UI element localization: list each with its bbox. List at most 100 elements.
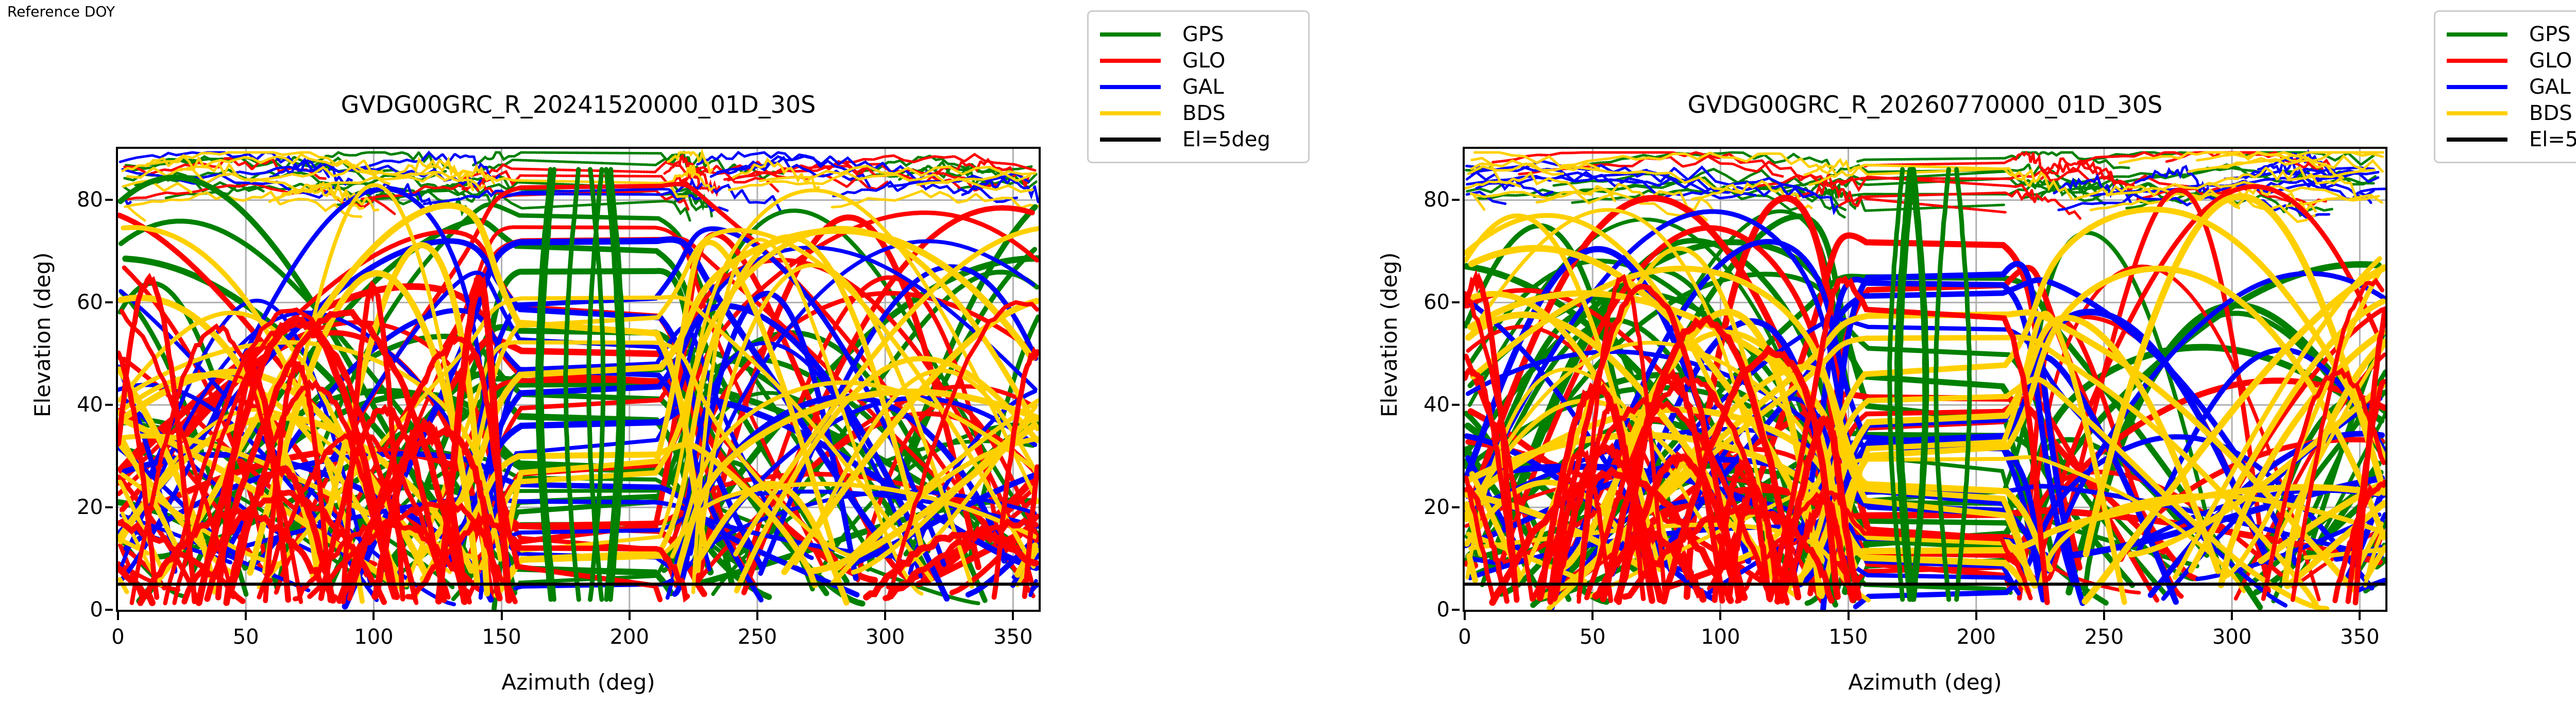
satellite-sample-marker xyxy=(962,435,967,439)
legend-item-gps[interactable]: GPS xyxy=(2447,21,2576,47)
satellite-sample-marker xyxy=(837,299,841,304)
satellite-sample-marker xyxy=(482,414,487,418)
satellite-sample-marker xyxy=(1493,507,1497,511)
satellite-sample-marker xyxy=(773,381,777,386)
satellite-sample-marker xyxy=(780,278,784,283)
legend-item-gps[interactable]: GPS xyxy=(1100,21,1295,47)
satellite-track xyxy=(1561,151,1838,177)
legend-item-el-5deg[interactable]: El=5deg xyxy=(2447,126,2576,152)
satellite-sample-marker xyxy=(1825,356,1829,361)
satellite-sample-marker xyxy=(714,366,718,371)
satellite-sample-marker xyxy=(1813,597,1817,601)
satellite-sample-marker xyxy=(1666,284,1671,288)
x-tick-mark xyxy=(2103,612,2105,620)
satellite-sample-marker xyxy=(991,295,995,299)
satellite-track xyxy=(670,380,1039,559)
satellite-sample-marker xyxy=(1800,306,1804,310)
satellite-sample-marker xyxy=(1644,330,1649,335)
satellite-sample-marker xyxy=(340,336,344,341)
satellite-sample-marker xyxy=(691,590,696,594)
satellite-sample-marker xyxy=(2118,273,2123,278)
satellite-sample-marker xyxy=(2061,344,2066,348)
satellite-sample-marker xyxy=(1532,391,1536,396)
legend-swatch-icon xyxy=(1100,84,1161,89)
satellite-sample-marker xyxy=(752,361,756,365)
satellite-sample-marker xyxy=(821,228,825,233)
satellite-sample-marker xyxy=(451,362,455,366)
satellite-sample-marker xyxy=(1768,564,1772,569)
satellite-sample-marker xyxy=(281,450,286,454)
satellite-sample-marker xyxy=(1575,399,1579,404)
satellite-sample-marker xyxy=(940,572,944,576)
satellite-sample-marker xyxy=(680,416,684,420)
satellite-sample-marker xyxy=(897,578,902,582)
satellite-sample-marker xyxy=(748,467,752,471)
satellite-sample-marker xyxy=(2003,521,2008,525)
legend-item-el-5deg[interactable]: El=5deg xyxy=(1100,126,1295,152)
satellite-sample-marker xyxy=(758,571,763,576)
satellite-sample-marker xyxy=(1659,253,1664,258)
satellite-sample-marker xyxy=(970,542,974,546)
satellite-track xyxy=(1954,167,1972,602)
legend-item-gal[interactable]: GAL xyxy=(1100,74,1295,100)
satellite-sample-marker xyxy=(929,460,934,465)
satellite-sample-marker xyxy=(1852,361,1856,365)
satellite-sample-marker xyxy=(1817,226,1821,230)
satellite-sample-marker xyxy=(1531,569,1535,573)
satellite-sample-marker xyxy=(1735,332,1739,336)
satellite-sample-marker xyxy=(2066,362,2071,366)
legend-item-glo[interactable]: GLO xyxy=(1100,47,1295,74)
satellite-sample-marker xyxy=(257,507,261,511)
satellite-sample-marker xyxy=(770,289,775,294)
legend-item-glo[interactable]: GLO xyxy=(2447,47,2576,74)
satellite-sample-marker xyxy=(1685,270,1690,275)
satellite-sample-marker xyxy=(809,263,814,267)
satellite-track xyxy=(223,465,336,606)
satellite-sample-marker xyxy=(671,227,676,232)
satellite-sample-marker xyxy=(975,384,979,389)
satellite-sample-marker xyxy=(1474,342,1479,346)
satellite-sample-marker xyxy=(771,244,775,248)
satellite-sample-marker xyxy=(207,398,211,402)
satellite-sample-marker xyxy=(1703,334,1708,338)
satellite-sample-marker xyxy=(810,489,814,494)
satellite-sample-marker xyxy=(715,485,719,490)
plot-title-right: GVDG00GRC_R_20260770000_01D_30S xyxy=(1687,91,2163,118)
satellite-sample-marker xyxy=(711,592,715,596)
satellite-sample-marker xyxy=(393,303,397,307)
satellite-sample-marker xyxy=(782,363,786,367)
satellite-track xyxy=(2046,187,2270,592)
legend-item-gal[interactable]: GAL xyxy=(2447,74,2576,100)
satellite-sample-marker xyxy=(691,375,696,380)
satellite-sample-marker xyxy=(2140,421,2144,425)
satellite-track xyxy=(667,149,714,176)
satellite-sample-marker xyxy=(804,210,809,214)
satellite-sample-marker xyxy=(252,418,256,422)
satellite-sample-marker xyxy=(2228,379,2232,383)
satellite-sample-marker xyxy=(308,352,312,356)
x-tick-label: 100 xyxy=(354,625,394,649)
satellite-sample-marker xyxy=(301,533,306,538)
satellite-track xyxy=(215,358,292,603)
legend-swatch-icon xyxy=(1100,58,1161,63)
legend-item-bds[interactable]: BDS xyxy=(1100,100,1295,126)
satellite-sample-marker xyxy=(232,201,236,205)
satellite-track xyxy=(1803,158,2033,188)
satellite-sample-marker xyxy=(2214,198,2218,202)
satellite-track xyxy=(124,190,364,218)
x-tick-label: 250 xyxy=(2084,625,2124,649)
satellite-sample-marker xyxy=(732,342,737,346)
satellite-sample-marker xyxy=(2237,509,2242,513)
legend-item-bds[interactable]: BDS xyxy=(2447,100,2576,126)
satellite-sample-marker xyxy=(2171,495,2176,500)
satellite-sample-marker xyxy=(817,188,821,193)
satellite-track xyxy=(1470,162,1521,188)
satellite-sample-marker xyxy=(2173,531,2177,536)
satellite-sample-marker xyxy=(653,471,658,475)
satellite-sample-marker xyxy=(1473,578,1478,582)
x-axis-label-right: Azimuth (deg) xyxy=(1848,670,2002,695)
satellite-sample-marker xyxy=(879,412,884,416)
satellite-sample-marker xyxy=(1517,264,1522,268)
satellite-sample-marker xyxy=(871,265,875,269)
satellite-sample-marker xyxy=(1033,442,1037,447)
